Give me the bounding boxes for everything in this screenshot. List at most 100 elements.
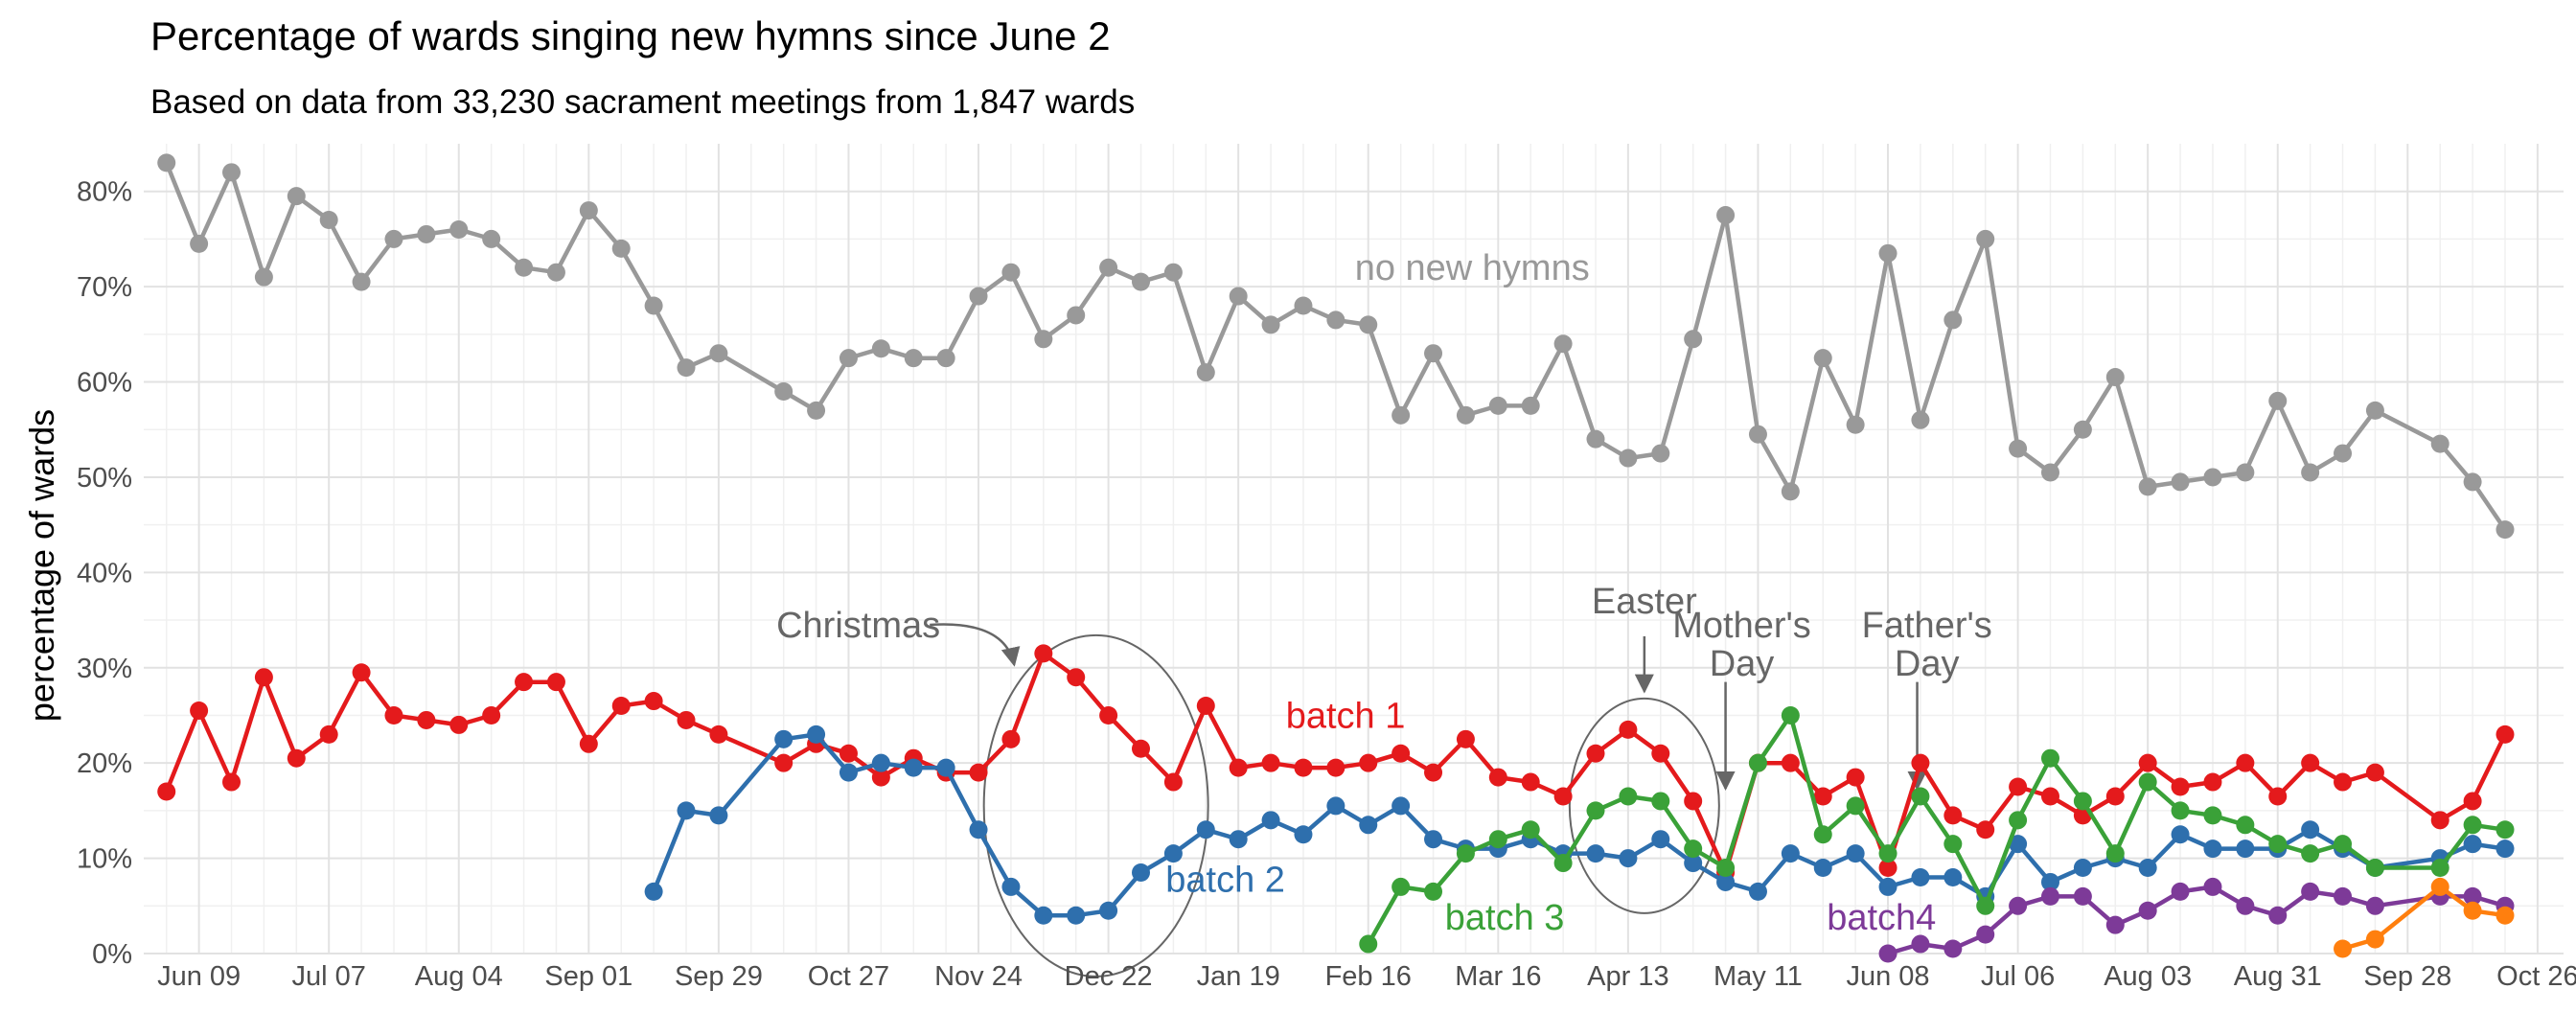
data-point	[287, 748, 306, 768]
data-point	[611, 697, 631, 716]
data-point	[2334, 835, 2353, 854]
data-point	[1651, 830, 1670, 849]
data-point	[1976, 820, 1995, 840]
data-point	[1684, 854, 1703, 873]
data-point	[1067, 668, 1086, 687]
data-point	[1716, 859, 1736, 878]
data-point	[384, 705, 403, 724]
data-point	[2365, 763, 2384, 782]
y-tick-label: 80%	[77, 177, 132, 208]
data-point	[1099, 258, 1118, 277]
data-point	[2203, 877, 2222, 896]
data-point	[2334, 444, 2353, 463]
data-point	[2009, 896, 2028, 915]
data-point	[157, 153, 176, 172]
data-point	[2496, 724, 2515, 744]
data-point	[2365, 401, 2384, 420]
data-point	[1586, 744, 1605, 763]
data-point	[1846, 768, 1865, 787]
data-point	[1034, 330, 1053, 349]
data-point	[2040, 787, 2059, 806]
data-point	[1911, 410, 1930, 429]
data-point	[1878, 944, 1898, 963]
data-point	[1359, 934, 1378, 954]
data-point	[1878, 859, 1898, 878]
data-point	[2268, 787, 2288, 806]
data-point	[352, 663, 371, 682]
data-point	[774, 381, 794, 401]
data-point	[2009, 811, 2028, 830]
series-5	[2334, 877, 2515, 958]
data-point	[2301, 820, 2320, 840]
data-point	[2463, 472, 2482, 492]
chart-title: Percentage of wards singing new hymns si…	[150, 13, 1111, 58]
data-point	[1424, 882, 1443, 901]
y-tick-label: 0%	[92, 939, 132, 970]
tick-labels: 0% 10% 20% 30% 40% 50% 60% 70% 80% Jun 09 Jul 07 Au…	[77, 177, 2576, 992]
data-point	[1001, 729, 1021, 748]
data-point	[839, 744, 858, 763]
data-point	[2203, 468, 2222, 487]
data-point	[2105, 915, 2125, 934]
data-point	[1553, 787, 1573, 806]
data-point	[2138, 859, 2157, 878]
data-point	[1651, 744, 1670, 763]
data-point	[2365, 930, 2384, 949]
data-point	[2365, 859, 2384, 878]
data-point	[1034, 644, 1053, 663]
annotation-label: Father's	[1862, 606, 1992, 646]
y-tick-label: 50%	[77, 463, 132, 494]
data-point	[1392, 405, 1411, 425]
data-point	[807, 401, 826, 420]
chart-subtitle: Based on data from 33,230 sacrament meet…	[150, 83, 1135, 121]
data-point	[1748, 882, 1767, 901]
data-point	[1976, 896, 1995, 915]
data-point	[222, 772, 242, 792]
data-point	[1424, 344, 1443, 363]
data-point	[254, 267, 273, 287]
annotation-label: Mother's	[1672, 606, 1811, 646]
data-point	[2203, 840, 2222, 859]
christmas-ellipse	[982, 633, 1209, 978]
data-point	[2430, 859, 2450, 878]
data-point	[2171, 801, 2190, 820]
annotation-label: Day	[1710, 644, 1775, 684]
data-point	[2105, 844, 2125, 863]
data-point	[1456, 844, 1475, 863]
data-point	[1294, 758, 1313, 777]
data-point	[1651, 792, 1670, 811]
x-tick-label: Jun 09	[157, 961, 241, 992]
data-point	[2236, 463, 2255, 482]
data-point	[839, 763, 858, 782]
data-point	[2463, 901, 2482, 920]
data-point	[2105, 787, 2125, 806]
y-tick-label: 10%	[77, 844, 132, 875]
x-tick-label: Sep 01	[544, 961, 632, 992]
data-point	[1034, 906, 1053, 925]
data-point	[1294, 825, 1313, 844]
data-point	[1521, 772, 1540, 792]
gridlines	[144, 144, 2564, 954]
data-point	[2138, 753, 2157, 772]
data-point	[709, 344, 728, 363]
data-point	[1553, 854, 1573, 873]
data-point	[1067, 906, 1086, 925]
data-point	[2138, 901, 2157, 920]
data-point	[709, 724, 728, 744]
data-point	[2203, 772, 2222, 792]
data-point	[2334, 939, 2353, 958]
data-point	[1813, 349, 1832, 368]
data-point	[1944, 835, 1963, 854]
data-point	[1359, 753, 1378, 772]
data-point	[2496, 820, 2515, 840]
data-point	[2171, 777, 2190, 796]
data-point	[1684, 792, 1703, 811]
x-tick-label: May 11	[1714, 961, 1803, 992]
y-tick-label: 30%	[77, 654, 132, 684]
data-point	[417, 710, 436, 729]
annotation-label: batch4	[1827, 898, 1936, 938]
data-point	[1586, 844, 1605, 863]
data-point	[2138, 477, 2157, 496]
series-3	[1359, 705, 2515, 954]
